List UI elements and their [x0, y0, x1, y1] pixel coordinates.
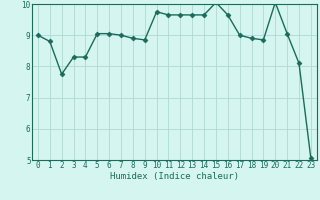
X-axis label: Humidex (Indice chaleur): Humidex (Indice chaleur) [110, 172, 239, 181]
